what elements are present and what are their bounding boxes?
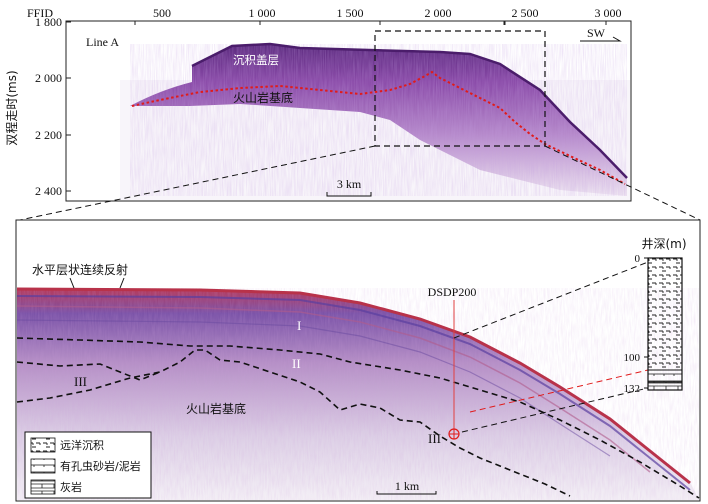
legend-label: 灰岩 [60, 480, 82, 494]
direction-indicator: SW [580, 26, 622, 42]
dsdp200-well: DSDP200 [428, 285, 477, 440]
ffid-tick: 500 [153, 6, 171, 20]
well-label: DSDP200 [428, 285, 477, 299]
ffid-tick: 1 500 [337, 6, 364, 20]
zoom-connector-left [19, 145, 376, 221]
y-axis-title: 双程走时(ms) [4, 70, 19, 145]
well-depth-title: 井深(m) [641, 237, 686, 251]
y-tick: 1 800 [35, 15, 62, 29]
well-connector-top [453, 261, 649, 339]
unit-III-well-label: III [428, 431, 441, 446]
depth-tick: 0 [635, 253, 641, 265]
legend-label: 有孔虫砂岩/泥岩 [60, 459, 141, 473]
bottom-scale-bar: 1 km [376, 479, 437, 495]
line-label: Line A [86, 35, 119, 49]
horizontal-reflection-label: 水平层状连续反射 [32, 262, 128, 277]
top-scale-bar: 3 km [326, 177, 372, 197]
well-column: 井深(m) 0 100 132 [624, 237, 687, 395]
zoom-connector-right [544, 145, 701, 221]
top-zoom-box [374, 30, 546, 147]
ffid-axis-title: FFID [27, 6, 53, 20]
unit-II-label: II [292, 356, 301, 371]
boundary-I-II [16, 337, 700, 499]
ffid-tick: 3 000 [595, 6, 622, 20]
bottom-seismic-panel: DSDP200 I II III III 水平层状连续反射 火山岩基底 1 km… [15, 219, 701, 502]
y-tick: 2 000 [35, 71, 62, 85]
direction-arrow-icon [580, 36, 622, 42]
depth-tick: 100 [624, 352, 641, 364]
legend-label: 远洋沉积 [60, 438, 104, 452]
top-scale-label: 3 km [337, 177, 362, 191]
unit-I-label: I [297, 318, 301, 333]
sediment-cover-label: 沉积盖层 [233, 53, 279, 67]
boundary-left-III [16, 361, 161, 381]
bottom-scale-label: 1 km [395, 479, 420, 493]
top-x-axis: FFID 500 1 000 1 500 2 000 2 500 3 000 [27, 6, 622, 25]
direction-label: SW [587, 26, 606, 40]
legend-swatch-limestone [30, 479, 56, 495]
bottom-basement-label: 火山岩基底 [186, 401, 246, 416]
well-connector-bottom [461, 387, 649, 433]
ffid-tick: 2 000 [425, 6, 452, 20]
boundary-II-III [16, 349, 571, 497]
top-seismic-panel: FFID 500 1 000 1 500 2 000 2 500 3 000 1… [4, 6, 632, 202]
legend-swatch-foram [30, 458, 56, 474]
ffid-tick: 2 500 [512, 6, 539, 20]
depth-tick: 132 [624, 383, 641, 395]
top-basement-line [131, 70, 626, 185]
y-tick: 2 400 [35, 184, 62, 198]
legend-swatch-pelagic [30, 437, 56, 453]
well-connector-mid [469, 369, 649, 413]
top-y-axis: 1 800 2 000 2 200 2 400 双程走时(ms) [4, 15, 71, 198]
legend: 远洋沉积 有孔虫砂岩/泥岩 灰岩 [24, 431, 152, 499]
top-basement-label: 火山岩基底 [233, 90, 293, 105]
y-tick: 2 200 [35, 128, 62, 142]
ffid-tick: 1 000 [249, 6, 276, 20]
unit-III-left-label: III [74, 374, 87, 389]
